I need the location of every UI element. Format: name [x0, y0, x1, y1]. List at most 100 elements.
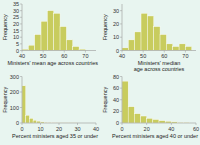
bars [122, 81, 190, 123]
x-tick-label: 40 [119, 53, 125, 59]
bar [141, 13, 147, 50]
x-axis-label-line: Percent ministers aged 40 or under [112, 133, 198, 139]
y-tick-label: 200 [10, 89, 19, 95]
panel: 405060700102030FrequencyMinisters' media… [102, 4, 197, 72]
bar [159, 121, 165, 123]
x-tick-label: 0 [20, 126, 23, 132]
x-axis-line [22, 50, 96, 51]
x-axis-label: Ministers' mean age across countries [7, 60, 98, 66]
y-tick [20, 17, 22, 18]
bar [47, 11, 53, 51]
bar [60, 27, 66, 51]
y-tick-label: 0 [16, 48, 19, 54]
y-tick-label: 0 [16, 120, 19, 126]
x-tick-label: 70 [82, 53, 88, 59]
y-axis-label: Frequency [2, 14, 8, 40]
x-axis-label: Percent ministers aged 35 or under [12, 133, 98, 139]
panel: 4050607005101520253035FrequencyMinisters… [2, 1, 99, 66]
y-tick [20, 43, 22, 44]
bar [41, 21, 47, 50]
bar [147, 118, 153, 123]
y-tick [120, 10, 122, 11]
bars [122, 13, 192, 50]
x-axis-line [122, 123, 196, 124]
bar [29, 118, 33, 123]
y-tick-label: 25 [13, 14, 19, 20]
x-tick-label: 30 [74, 126, 80, 132]
bar [160, 35, 166, 51]
x-tick-label: 50 [40, 53, 46, 59]
y-tick-label: 80 [113, 74, 119, 80]
panel: 0204060020406080FrequencyPercent ministe… [102, 74, 200, 139]
bar [185, 47, 191, 51]
y-tick [120, 123, 122, 124]
y-tick-label: 15 [13, 28, 19, 34]
x-axis-label-line: Ministers' mean age across countries [7, 60, 98, 66]
y-axis-line [122, 4, 123, 51]
y-tick-label: 40 [113, 97, 119, 103]
bar [135, 32, 141, 51]
y-tick [120, 50, 122, 51]
bar [73, 47, 79, 51]
x-tick-label: 70 [182, 53, 188, 59]
bar [153, 120, 159, 123]
x-tick-label: 20 [56, 126, 62, 132]
x-tick-label: 60 [193, 126, 199, 132]
y-tick [20, 37, 22, 38]
y-axis-label: Frequency [2, 87, 8, 113]
y-tick [20, 30, 22, 31]
bar [134, 114, 140, 123]
bar [154, 27, 160, 51]
y-tick [20, 92, 22, 93]
bar [26, 115, 30, 123]
bar [28, 45, 34, 50]
x-tick-label: 40 [19, 53, 25, 59]
y-tick-label: 5 [16, 41, 19, 47]
bar [22, 86, 26, 123]
y-tick [20, 10, 22, 11]
bars [22, 86, 78, 123]
y-tick [120, 99, 122, 100]
x-tick-label: 10 [37, 126, 43, 132]
y-tick [120, 111, 122, 112]
bar [35, 35, 41, 51]
y-tick-label: 35 [13, 1, 19, 7]
y-tick-label: 20 [113, 21, 119, 27]
bars [22, 11, 85, 51]
y-tick-label: 10 [13, 34, 19, 40]
y-axis-line [22, 4, 23, 51]
bar [54, 13, 60, 50]
y-tick-label: 0 [116, 120, 119, 126]
y-axis-label: Frequency [102, 14, 108, 40]
panel: 0102030400100200300FrequencyPercent mini… [2, 74, 100, 139]
x-tick-label: 20 [144, 126, 150, 132]
bar [147, 16, 153, 51]
y-tick [20, 50, 22, 51]
y-tick-label: 10 [113, 34, 119, 40]
y-tick-label: 30 [13, 8, 19, 14]
bar [66, 40, 72, 51]
bar [122, 81, 128, 123]
y-tick-label: 30 [113, 8, 119, 14]
bar [141, 116, 147, 123]
y-tick-label: 20 [13, 21, 19, 27]
y-axis-line [22, 77, 23, 124]
y-tick [120, 37, 122, 38]
bar [179, 44, 185, 51]
bar [173, 47, 179, 51]
y-tick [20, 23, 22, 24]
y-tick [120, 76, 122, 77]
bar [166, 44, 172, 51]
y-tick-label: 60 [113, 85, 119, 91]
x-axis-label: Ministers' medianage across countries [134, 60, 185, 72]
x-tick-label: 50 [140, 53, 146, 59]
x-axis-line [122, 50, 196, 51]
bar [122, 48, 128, 51]
y-tick-label: 100 [10, 105, 19, 111]
x-tick-label: 40 [168, 126, 174, 132]
x-tick-label: 0 [120, 126, 123, 132]
y-tick-label: 300 [10, 74, 19, 80]
bar [128, 40, 134, 51]
x-axis-label: Percent ministers aged 40 or under [112, 133, 198, 139]
y-tick-label: 0 [116, 48, 119, 54]
